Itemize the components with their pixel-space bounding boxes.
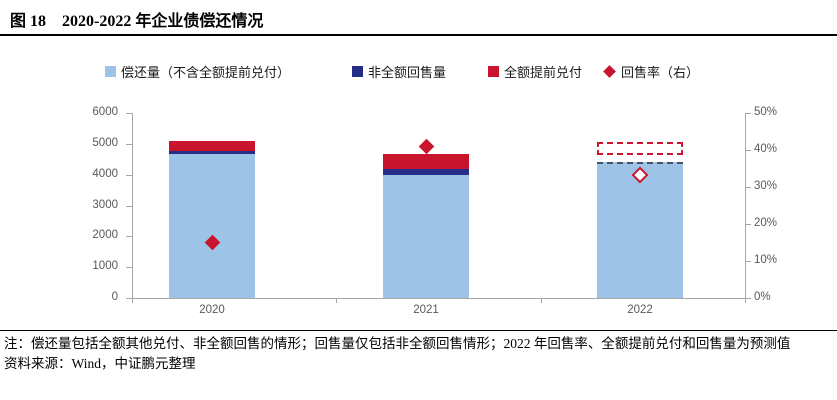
- title-divider: [0, 34, 837, 36]
- figure-number: 图 18: [10, 13, 47, 30]
- legend-item-full-redemption: 全额提前兑付: [488, 63, 583, 80]
- left-axis-tick-label: 0: [111, 291, 118, 303]
- bar-segment-1-2020: [169, 150, 255, 154]
- x-axis-category-label: 2022: [627, 304, 653, 316]
- bar-segment-1-2021: [383, 168, 469, 175]
- right-axis-tick: [745, 187, 751, 188]
- legend-item-partial-putback: 非全额回售量: [352, 63, 447, 80]
- left-axis-tick-label: 4000: [92, 167, 118, 180]
- x-axis-line: [132, 298, 746, 299]
- right-axis-tick: [745, 224, 751, 225]
- x-axis-category-label: 2020: [199, 304, 225, 316]
- x-axis-category-label: 2021: [413, 304, 439, 316]
- left-axis-tick-label: 2000: [92, 229, 118, 242]
- right-axis-tick-label: 50%: [754, 106, 778, 118]
- x-axis-tick: [132, 298, 133, 303]
- left-axis-tick: [126, 236, 132, 238]
- right-axis-tick: [745, 150, 751, 151]
- legend-label: 全额提前兑付: [504, 64, 583, 80]
- left-axis-tick-label: 5000: [92, 136, 118, 149]
- legend-swatch-icon: [105, 65, 116, 77]
- bar-segment-0-2020: [169, 154, 255, 298]
- repurchase-rate-marker-2021: [418, 138, 434, 155]
- left-axis-tick: [126, 174, 132, 176]
- left-axis-tick-label: 3000: [92, 198, 118, 211]
- legend-label: 回售率（右）: [621, 64, 700, 80]
- note-text: 注：偿还量包括全额其他兑付、非全额回售的情形；回售量仅包括非全额回售情形；202…: [4, 336, 791, 351]
- right-axis-tick: [745, 113, 751, 114]
- right-axis-tick-label: 0%: [754, 291, 771, 303]
- legend-label: 偿还量（不含全额提前兑付）: [121, 64, 291, 80]
- legend-swatch-icon: [352, 65, 363, 77]
- legend-swatch-icon: [488, 65, 499, 77]
- x-axis-tick: [540, 298, 542, 303]
- right-axis-tick-label: 40%: [754, 143, 778, 155]
- right-axis-tick-label: 10%: [754, 254, 778, 266]
- x-axis-tick: [745, 298, 746, 303]
- source-text: 资料来源：Wind，中证鹏元整理: [4, 356, 196, 371]
- figure-notes: 注：偿还量包括全额其他兑付、非全额回售的情形；回售量仅包括非全额回售情形；202…: [0, 330, 837, 374]
- legend-label: 非全额回售量: [368, 64, 447, 80]
- bar-segment-2-2021: [383, 153, 469, 169]
- left-axis-tick: [126, 205, 132, 207]
- right-axis-tick-label: 30%: [754, 180, 778, 192]
- forecast-box-full-redemption: [597, 141, 683, 155]
- left-axis-tick: [126, 267, 132, 269]
- right-axis-tick-label: 20%: [754, 217, 778, 229]
- x-axis-tick: [336, 298, 338, 303]
- right-axis-line: [745, 113, 746, 299]
- legend-item-repayment: 偿还量（不含全额提前兑付）: [105, 63, 291, 80]
- left-axis-tick: [126, 143, 132, 145]
- left-axis-tick: [126, 298, 132, 299]
- left-axis-tick-label: 1000: [92, 260, 118, 273]
- bar-segment-2-2020: [169, 140, 255, 151]
- right-axis-tick: [745, 298, 751, 299]
- figure-title: 图 18 2020-2022 年企业债偿还情况: [10, 7, 263, 31]
- bar-segment-0-2021: [383, 174, 469, 298]
- figure-title-text: 2020-2022 年企业债偿还情况: [62, 13, 264, 30]
- legend-item-putback-rate: 回售率（右）: [603, 63, 700, 80]
- left-axis-line: [132, 113, 133, 299]
- left-axis-tick: [126, 113, 132, 114]
- right-axis-tick: [745, 261, 751, 262]
- left-axis-tick-label: 6000: [92, 106, 118, 118]
- bar-segment-0-2022: [597, 162, 683, 298]
